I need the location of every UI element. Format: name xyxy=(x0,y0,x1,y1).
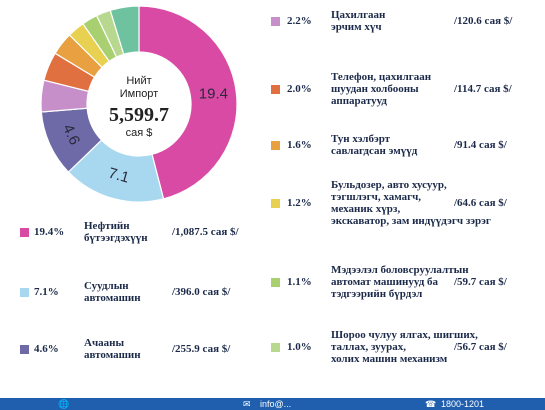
legend-name-line: шуудан холбооны xyxy=(331,83,419,95)
legend-percent: 1.1% xyxy=(287,276,312,288)
legend-name-line: савлагдсан эмүүд xyxy=(331,145,418,157)
legend-percent: 1.6% xyxy=(287,139,312,151)
legend-name-line: экскаватор, зам индүүдэгч зэрэг xyxy=(331,215,491,227)
legend-name-line: таллах, зуурах, xyxy=(331,341,407,353)
legend-percent: 7.1% xyxy=(34,286,59,298)
legend-value: /91.4 сая $/ xyxy=(454,139,507,151)
center-total-unit: сая $ xyxy=(125,127,153,139)
footer-email-icon: ✉ xyxy=(243,399,251,409)
footer-phone-text[interactable]: 1800-1201 xyxy=(441,399,485,409)
legend-percent: 1.2% xyxy=(287,197,312,209)
legend-swatch xyxy=(20,228,29,237)
legend-percent: 2.2% xyxy=(287,15,312,27)
pie-slice-label-2: 7.1 xyxy=(106,165,131,187)
legend-name-line: аппаратууд xyxy=(331,95,387,107)
legend-percent: 4.6% xyxy=(34,343,59,355)
legend-value: /120.6 сая $/ xyxy=(454,15,513,27)
legend-name-line: автомат машинууд ба xyxy=(331,276,439,288)
legend-swatch xyxy=(271,17,280,26)
legend-percent: 19.4% xyxy=(34,226,65,238)
legend-name-line: Телефон, цахилгаан xyxy=(331,71,432,83)
footer-bar: 🌐 ✉ info@... ☎ 1800-1201 xyxy=(0,398,545,410)
legend-name-line: Цахилгаан xyxy=(331,9,386,21)
legend-value: /114.7 сая $/ xyxy=(454,83,512,95)
footer-phone-icon: ☎ xyxy=(425,399,437,409)
legend-percent: 1.0% xyxy=(287,341,312,353)
center-total-label: Нийт Импорт 5,599.7 сая $ xyxy=(89,75,189,140)
pie-slice-label-1: 19.4 xyxy=(199,86,228,103)
legend-name-line: тэгшлэгч, хамагч, xyxy=(331,191,422,203)
legend-swatch xyxy=(271,141,280,150)
legend-swatch xyxy=(271,85,280,94)
legend-swatch xyxy=(271,199,280,208)
legend-swatch xyxy=(20,345,29,354)
legend-value: /64.6 сая $/ xyxy=(454,197,507,209)
footer-email-text[interactable]: info@... xyxy=(260,399,292,409)
legend-name-line: Нефтийн xyxy=(84,220,130,232)
donut-chart: 19.4 7.1 4.6 Нийт Импорт 5,599.7 сая $ xyxy=(0,0,260,210)
legend-name-line: автомашин xyxy=(84,349,141,361)
donut-chart-svg: 19.47.14.6 xyxy=(40,5,238,203)
legend-name-line: Тун хэлбэрт xyxy=(331,133,391,145)
footer-web-icon: 🌐 xyxy=(58,399,70,409)
legend-name-line: Ачааны xyxy=(84,337,125,349)
legend-name-line: бүтээгдэхүүн xyxy=(84,232,148,244)
legend-value: /1,087.5 сая $/ xyxy=(172,226,239,238)
pie-slice-1 xyxy=(138,5,238,200)
legend-name-line: Шороо чулуу ялгах, шигших, xyxy=(331,329,478,341)
legend-name-line: Мэдээлэл боловсруулалтын xyxy=(331,264,469,276)
center-title-line1: Нийт xyxy=(126,75,152,87)
legend-value: /255.9 сая $/ xyxy=(172,343,231,355)
legend-swatch xyxy=(20,288,29,297)
legend-value: /59.7 сая $/ xyxy=(454,276,507,288)
legend-name-line: холих машин механизм xyxy=(331,353,448,365)
center-title-line2: Импорт xyxy=(119,88,159,100)
legend-name-line: Суудлын xyxy=(84,280,129,292)
legend-name-line: механик хүрз, xyxy=(331,203,401,215)
legend-value: /396.0 сая $/ xyxy=(172,286,231,298)
legend-swatch xyxy=(271,278,280,287)
pie-slice-other-1 xyxy=(109,5,140,56)
legend-name-line: автомашин xyxy=(84,292,141,304)
legend-name-line: тэдгээрийн бүрдэл xyxy=(331,288,423,300)
legend-percent: 2.0% xyxy=(287,83,312,95)
legend-name-line: эрчим хүч xyxy=(331,21,382,33)
legend-name-line: Бульдозер, авто хусуур, xyxy=(331,179,447,191)
legend-value: /56.7 сая $/ xyxy=(454,341,507,353)
legend-swatch xyxy=(271,343,280,352)
center-total-value: 5,599.7 xyxy=(109,104,169,126)
